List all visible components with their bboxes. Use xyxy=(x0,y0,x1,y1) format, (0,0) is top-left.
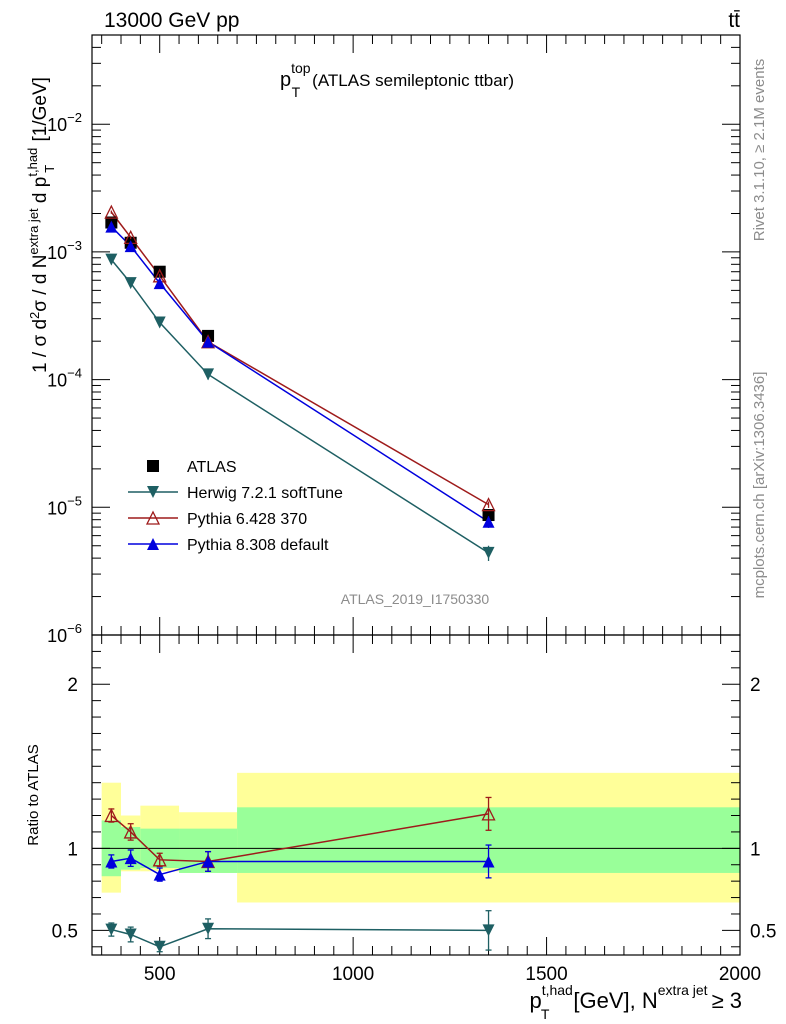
ratio-point-py8 xyxy=(124,852,137,865)
ratio-point-py6 xyxy=(152,852,167,867)
ratio-yticks: 2 2 1 1 0.5 0.5 xyxy=(52,650,776,948)
ratio-point-py8 xyxy=(202,855,215,868)
energy-label: 13000 GeV pp xyxy=(104,9,239,32)
rivet-label: Rivet 3.1.10, ≥ 2.1M events xyxy=(751,59,768,242)
main-ytick-label: 10−2 xyxy=(47,110,82,135)
point-py6 xyxy=(481,497,496,512)
ratio-series-py8 xyxy=(105,844,495,882)
point-atlas xyxy=(482,509,495,522)
legend-marker-py8 xyxy=(147,538,159,550)
ratio-point-py6 xyxy=(481,806,496,821)
ratio-point-py6 xyxy=(123,824,138,839)
process-label: tt̄ xyxy=(728,9,740,32)
legend-label-herwig: Herwig 7.2.1 softTune xyxy=(187,485,343,502)
point-py8 xyxy=(153,277,166,290)
ratio-series-py6 xyxy=(104,796,496,872)
legend-marker-py6 xyxy=(145,510,161,525)
ratio-frame xyxy=(91,634,741,956)
x-tick-label: 1500 xyxy=(525,964,567,985)
point-py8 xyxy=(105,220,118,233)
analysis-id: ATLAS_2019_I1750330 xyxy=(341,591,490,607)
x-axis-label: pt,had T[GeV], Nextra jet ≥ 3 xyxy=(529,982,742,1022)
x-tick-label: 500 xyxy=(144,964,176,985)
point-py8 xyxy=(202,335,215,348)
ratio-bands xyxy=(92,772,740,903)
ratio-ytick-label-right: 2 xyxy=(750,675,761,696)
main-ytick-label: 10−4 xyxy=(47,366,82,391)
main-ytick-label: 10−5 xyxy=(47,493,82,518)
ratio-point-herwig xyxy=(202,922,215,935)
ratio-point-herwig xyxy=(105,923,118,936)
ratio-series xyxy=(104,796,496,953)
ratio-point-py6 xyxy=(104,808,119,823)
plot-title: ptop T(ATLAS semileptonic ttbar) xyxy=(280,60,514,100)
ratio-point-py8 xyxy=(153,868,166,881)
ratio-ytick-label: 1 xyxy=(67,839,78,860)
legend: ATLAS Herwig 7.2.1 softTune Pythia 6.428 3… xyxy=(128,459,343,554)
point-py8 xyxy=(482,515,495,528)
series-line-herwig xyxy=(110,259,489,554)
ratio-point-herwig xyxy=(482,924,495,937)
ratio-line-herwig xyxy=(111,927,489,948)
x-tick-label: 2000 xyxy=(719,964,761,985)
ratio-ytick-label: 0.5 xyxy=(52,921,78,942)
ratio-ytick-label-right: 0.5 xyxy=(750,921,776,942)
point-herwig xyxy=(124,277,137,290)
point-herwig xyxy=(482,546,495,559)
x-ticks: 500 1000 1500 2000 xyxy=(101,35,761,985)
point-herwig xyxy=(202,368,215,381)
series-line-py6 xyxy=(110,211,489,506)
point-py6 xyxy=(104,204,119,219)
legend-label-py6: Pythia 6.428 370 xyxy=(187,511,307,528)
main-ytick-label: 10−6 xyxy=(47,621,82,646)
main-ytick-label: 10−3 xyxy=(47,238,82,263)
mcplots-label: mcplots.cern.ch [arXiv:1306.3436] xyxy=(751,372,768,599)
point-herwig xyxy=(153,316,166,329)
ratio-series-herwig xyxy=(105,910,495,953)
ratio-point-herwig xyxy=(153,940,166,953)
main-series xyxy=(104,204,496,561)
ratio-point-py8 xyxy=(105,855,118,868)
ratio-ytick-label-right: 1 xyxy=(750,839,761,860)
main-yticks: 10−2 10−3 10−4 10−5 10−6 xyxy=(47,34,740,646)
ratio-point-py8 xyxy=(482,855,495,868)
point-py8 xyxy=(124,240,137,253)
ratio-ytick-label: 2 xyxy=(67,675,78,696)
x-tick-label: 1000 xyxy=(332,964,374,985)
ratio-ylabel: Ratio to ATLAS xyxy=(25,744,42,845)
legend-marker-herwig xyxy=(147,486,159,498)
legend-label-py8: Pythia 8.308 default xyxy=(187,537,329,554)
series-line-py8 xyxy=(110,226,489,523)
point-herwig xyxy=(105,253,118,266)
ratio-point-herwig xyxy=(124,928,137,941)
legend-marker-atlas xyxy=(147,460,159,472)
legend-label-atlas: ATLAS xyxy=(187,459,237,476)
